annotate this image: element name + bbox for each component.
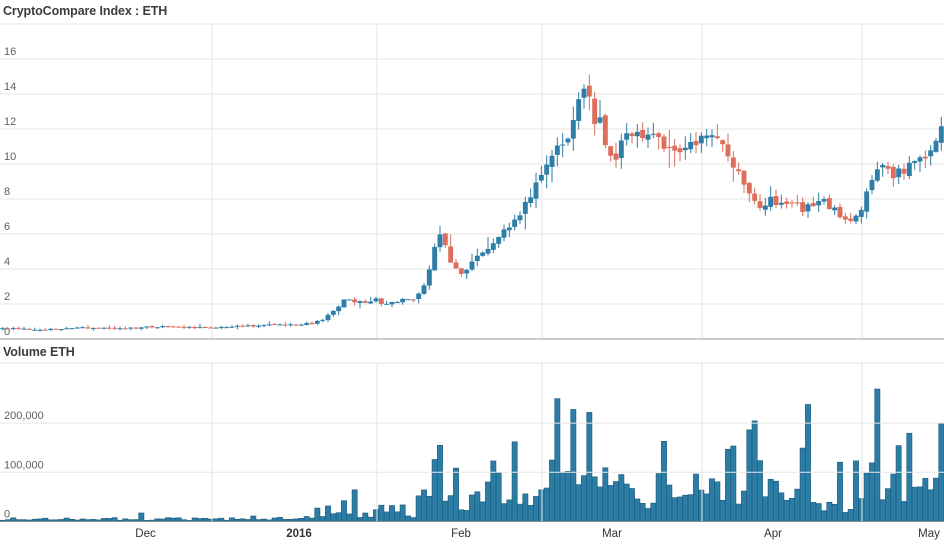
svg-text:Apr: Apr — [764, 528, 782, 540]
svg-text:16: 16 — [4, 46, 16, 58]
svg-text:Mar: Mar — [602, 528, 622, 540]
svg-text:6: 6 — [4, 221, 10, 233]
svg-text:4: 4 — [4, 256, 10, 268]
svg-text:Feb: Feb — [451, 528, 471, 540]
svg-text:Dec: Dec — [135, 528, 156, 540]
svg-text:2: 2 — [4, 291, 10, 303]
svg-text:10: 10 — [4, 151, 16, 163]
svg-text:0: 0 — [4, 509, 10, 521]
svg-text:200,000: 200,000 — [4, 410, 44, 422]
svg-text:12: 12 — [4, 116, 16, 128]
svg-text:8: 8 — [4, 186, 10, 198]
svg-text:May: May — [918, 528, 940, 540]
svg-text:14: 14 — [4, 81, 16, 93]
svg-text:100,000: 100,000 — [4, 459, 44, 471]
svg-text:2016: 2016 — [286, 528, 312, 540]
svg-text:0: 0 — [4, 326, 10, 338]
